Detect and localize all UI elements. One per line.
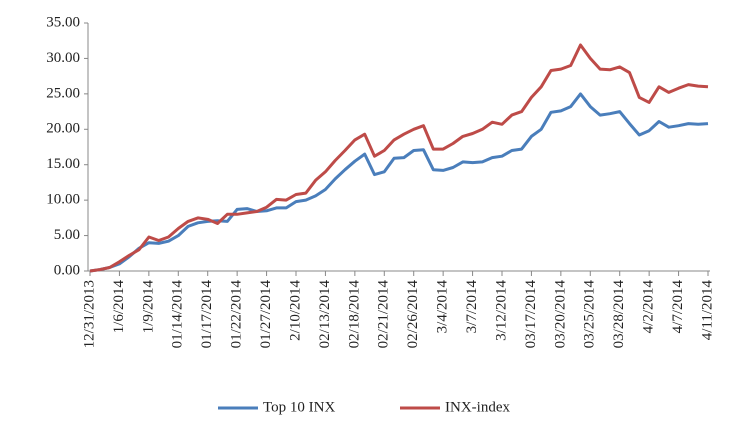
x-tick-label: 2/10/2014: [287, 280, 303, 341]
y-tick-label: 20.00: [46, 121, 80, 137]
x-tick-label: 02/21/2014: [376, 280, 392, 349]
x-tick-label: 4/7/2014: [670, 280, 686, 334]
series-line: [89, 92, 709, 273]
x-tick-label: 03/28/2014: [611, 280, 627, 349]
x-tick-label: 4/2/2014: [641, 280, 657, 334]
x-tick-label: 1/9/2014: [140, 280, 156, 334]
x-tick-label: 03/17/2014: [523, 280, 539, 349]
x-tick-label: 12/31/2013: [81, 280, 97, 348]
x-tick-label: 4/11/2014: [699, 280, 715, 341]
x-tick-label: 3/4/2014: [435, 280, 451, 334]
y-tick-label: 15.00: [46, 156, 80, 172]
x-tick-label: 1/6/2014: [111, 280, 127, 334]
x-tick-label: 01/27/2014: [258, 280, 274, 349]
y-tick-label: 25.00: [46, 85, 80, 101]
x-tick-label: 03/20/2014: [552, 280, 568, 349]
x-tick-label: 01/14/2014: [170, 280, 186, 349]
x-tick-label: 01/22/2014: [229, 280, 245, 349]
x-tick-label: 02/26/2014: [405, 280, 421, 349]
x-tick-label: 3/12/2014: [493, 280, 509, 341]
y-tick-label: 10.00: [46, 192, 80, 208]
x-tick-label: 3/7/2014: [464, 280, 480, 334]
legend-label: Top 10 INX: [263, 399, 335, 415]
legend-label: INX-index: [445, 399, 510, 415]
y-tick-label: 35.00: [46, 14, 80, 30]
x-tick-label: 02/18/2014: [346, 280, 362, 349]
x-tick-label: 02/13/2014: [317, 280, 333, 349]
series-line: [89, 43, 709, 273]
y-tick-label: 5.00: [54, 227, 80, 243]
x-tick-label: 03/25/2014: [582, 280, 598, 349]
y-tick-label: 0.00: [54, 262, 80, 278]
y-tick-label: 30.00: [46, 50, 80, 66]
x-tick-label: 01/17/2014: [199, 280, 215, 349]
